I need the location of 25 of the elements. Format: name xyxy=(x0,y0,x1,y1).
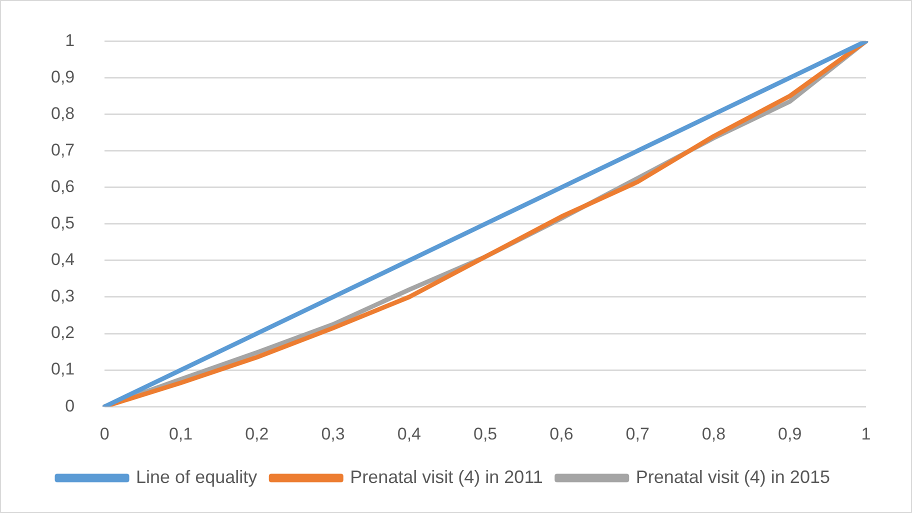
y-tick-label: 1 xyxy=(65,30,75,50)
y-tick-label: 0,4 xyxy=(50,250,75,270)
legend-label: Prenatal visit (4) in 2011 xyxy=(350,466,543,487)
x-tick-label: 0,3 xyxy=(321,424,345,444)
y-tick-label: 0,8 xyxy=(50,104,75,123)
y-tick-label: 0,1 xyxy=(50,360,75,379)
y-tick-label: 0,5 xyxy=(50,214,75,233)
y-tick-label: 0,6 xyxy=(50,177,75,196)
x-tick-label: 0,4 xyxy=(397,424,421,444)
y-tick-label: 0,2 xyxy=(50,323,75,342)
x-tick-label: 0,9 xyxy=(778,424,802,444)
y-tick-label: 0,7 xyxy=(50,140,75,160)
y-tick-label: 0,3 xyxy=(50,286,75,306)
x-tick-label: 0,6 xyxy=(550,424,574,444)
x-tick-label: 0,8 xyxy=(702,424,726,444)
legend-label: Line of equality xyxy=(136,466,258,487)
x-tick-label: 0,1 xyxy=(168,424,193,444)
y-tick-label: 0,9 xyxy=(50,67,75,86)
x-tick-label: 0,5 xyxy=(473,424,498,444)
x-tick-label: 0 xyxy=(100,424,110,444)
x-tick-label: 0,2 xyxy=(245,424,269,444)
x-tick-label: 1 xyxy=(861,424,871,444)
legend-label: Prenatal visit (4) in 2015 xyxy=(636,466,830,487)
x-tick-label: 0,7 xyxy=(626,424,650,444)
y-tick-label: 0 xyxy=(65,396,75,416)
